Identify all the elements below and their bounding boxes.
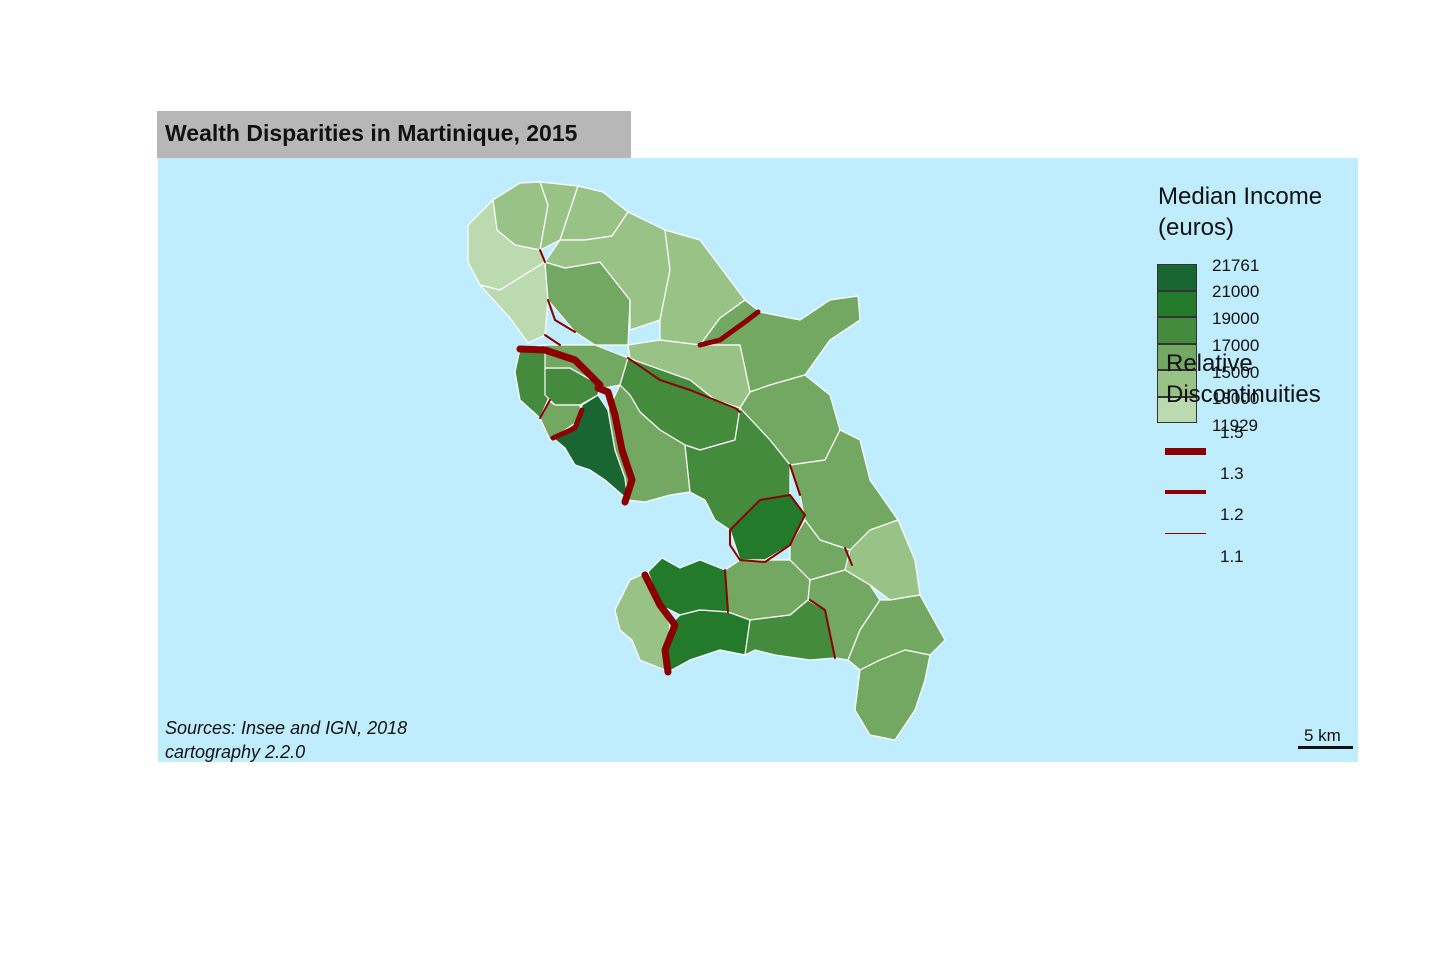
legend-swatch-6 xyxy=(1157,396,1197,423)
legend-swatch-3 xyxy=(1157,317,1197,344)
scale-bar xyxy=(1298,746,1353,749)
legend-disc-value-2: 1.3 xyxy=(1220,464,1244,483)
legend-break-1: 21761 xyxy=(1212,256,1260,275)
disc-line-a xyxy=(539,249,546,263)
legend-break-3: 19000 xyxy=(1212,309,1260,328)
scale-bar-label: 5 km xyxy=(1304,726,1341,745)
disc-line-e xyxy=(697,309,761,348)
disc-line-d xyxy=(516,345,604,389)
disc-line-j xyxy=(729,494,806,563)
legend-disc-value-4: 1.1 xyxy=(1220,547,1244,566)
legend-disc-value-3: 1.2 xyxy=(1220,505,1244,524)
legend-income-title-1: Median Income xyxy=(1158,183,1323,210)
sources-line-2: cartography 2.2.0 xyxy=(165,742,306,762)
legend-income-title-2: (euros) xyxy=(1158,214,1235,241)
legend-swatch-5 xyxy=(1157,370,1197,397)
legend-disc-line-medium xyxy=(1165,490,1206,494)
disc-line-l xyxy=(844,547,853,566)
disc-line-i xyxy=(627,357,741,413)
disc-line-g xyxy=(550,407,585,441)
disc-line-m xyxy=(724,569,729,613)
disc-line-c xyxy=(544,334,561,346)
map-title: Wealth Disparities in Martinique, 2015 xyxy=(165,120,578,146)
disc-line-b xyxy=(547,299,576,333)
communes xyxy=(467,181,946,741)
commune-sainte-luce xyxy=(744,599,836,661)
discontinuities xyxy=(516,249,853,676)
legend-disc-line-thin xyxy=(1165,533,1206,534)
disc-line-n xyxy=(809,599,836,659)
legend-disc-line-thick xyxy=(1165,448,1206,455)
legend-break-5: 15000 xyxy=(1212,363,1260,382)
legend-break-6: 13000 xyxy=(1212,389,1260,408)
commune-diamant xyxy=(664,609,751,673)
disc-line-o xyxy=(641,571,679,676)
commune-le-precheur xyxy=(479,261,549,344)
commune-basse-pointe xyxy=(539,181,579,251)
title-box xyxy=(157,111,631,158)
legend-swatch-4 xyxy=(1157,343,1197,370)
legend-break-4: 17000 xyxy=(1212,336,1260,355)
legend-break-7: 11929 xyxy=(1212,416,1259,435)
legend-disc-title-1: Relative xyxy=(1166,350,1253,377)
sources-note: Sources: Insee and IGN, 2018 cartography… xyxy=(165,716,407,764)
legend-disc-value-1: 1.5 xyxy=(1220,423,1244,442)
legend-disc-title-2: Discontinuities xyxy=(1166,381,1321,408)
legend-swatch-2 xyxy=(1157,290,1197,317)
legend-break-2: 21000 xyxy=(1212,282,1260,301)
disc-line-k xyxy=(789,464,801,496)
sources-line-1: Sources: Insee and IGN, 2018 xyxy=(165,718,408,738)
commune-sainte-anne xyxy=(854,649,931,741)
disc-line-f xyxy=(594,384,636,506)
legend-swatch-1 xyxy=(1157,264,1197,291)
disc-line-h xyxy=(539,399,551,419)
